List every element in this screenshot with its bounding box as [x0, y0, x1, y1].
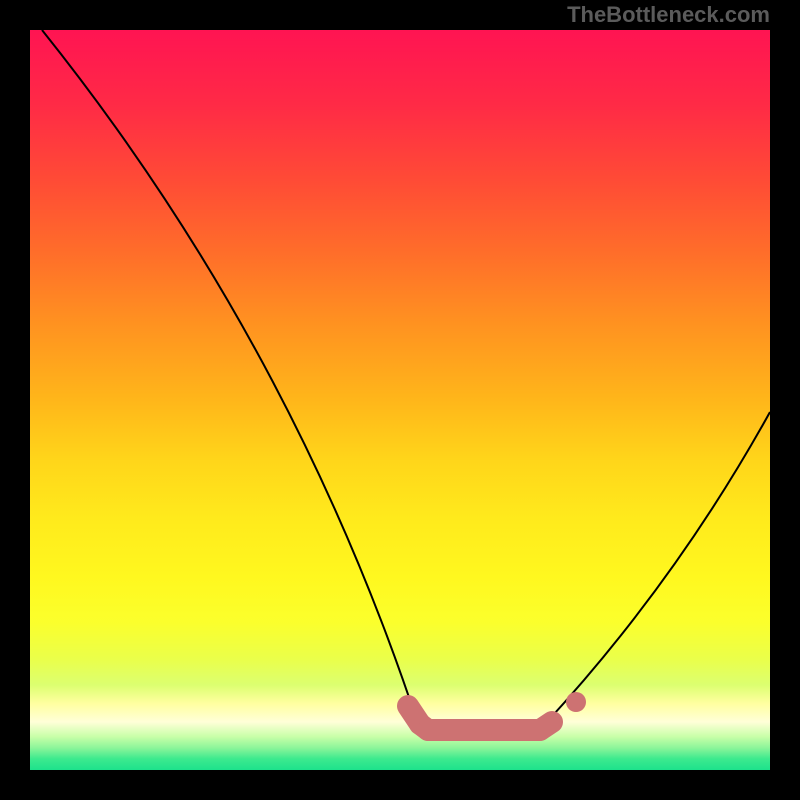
plot-background	[30, 30, 770, 770]
watermark-text: TheBottleneck.com	[567, 2, 770, 27]
chart-container: TheBottleneck.com	[0, 0, 800, 800]
bottleneck-chart-svg: TheBottleneck.com	[0, 0, 800, 800]
